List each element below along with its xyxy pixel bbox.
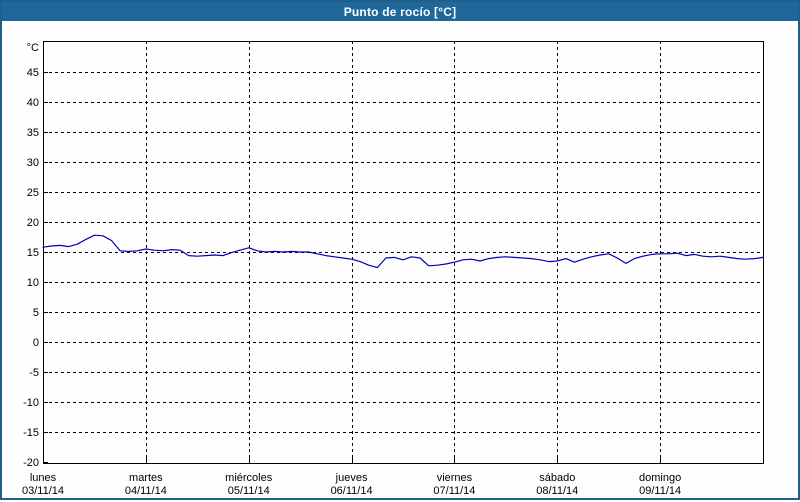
y-tick-label: 35 bbox=[27, 127, 39, 139]
x-date-label: 05/11/14 bbox=[228, 485, 270, 497]
chart-title-bar: Punto de rocío [°C] bbox=[2, 2, 798, 21]
x-day-label: martes bbox=[129, 472, 163, 484]
y-tick-label: -5 bbox=[29, 367, 39, 379]
x-day-label: lunes bbox=[30, 472, 57, 484]
y-tick-label: 40 bbox=[27, 97, 39, 109]
y-tick-label: 0 bbox=[33, 337, 39, 349]
x-date-label: 04/11/14 bbox=[125, 485, 167, 497]
dew-point-line bbox=[42, 234, 764, 269]
x-date-label: 08/11/14 bbox=[536, 485, 578, 497]
x-day-label: sábado bbox=[539, 472, 575, 484]
x-date-label: 09/11/14 bbox=[639, 485, 681, 497]
y-tick-label: 25 bbox=[27, 187, 39, 199]
y-tick-label: -15 bbox=[23, 427, 39, 439]
y-tick-label: -20 bbox=[23, 457, 39, 469]
y-axis-unit-label: °C bbox=[27, 42, 39, 54]
y-tick-label: 20 bbox=[27, 217, 39, 229]
y-tick-label: 45 bbox=[27, 67, 39, 79]
x-date-label: 06/11/14 bbox=[331, 485, 373, 497]
x-day-label: domingo bbox=[639, 472, 681, 484]
x-day-label: viernes bbox=[437, 472, 473, 484]
y-tick-label: 5 bbox=[33, 307, 39, 319]
x-date-label: 03/11/14 bbox=[22, 485, 64, 497]
y-tick-label: -10 bbox=[23, 397, 39, 409]
x-day-label: miércoles bbox=[225, 472, 273, 484]
y-tick-label: 30 bbox=[27, 157, 39, 169]
y-tick-label: 15 bbox=[27, 247, 39, 259]
x-day-label: jueves bbox=[335, 472, 368, 484]
y-tick-label: 10 bbox=[27, 277, 39, 289]
chart-title: Punto de rocío [°C] bbox=[343, 4, 457, 19]
x-date-label: 07/11/14 bbox=[433, 485, 475, 497]
